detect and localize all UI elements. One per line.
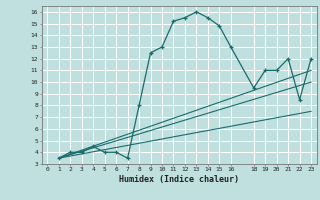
X-axis label: Humidex (Indice chaleur): Humidex (Indice chaleur) <box>119 175 239 184</box>
